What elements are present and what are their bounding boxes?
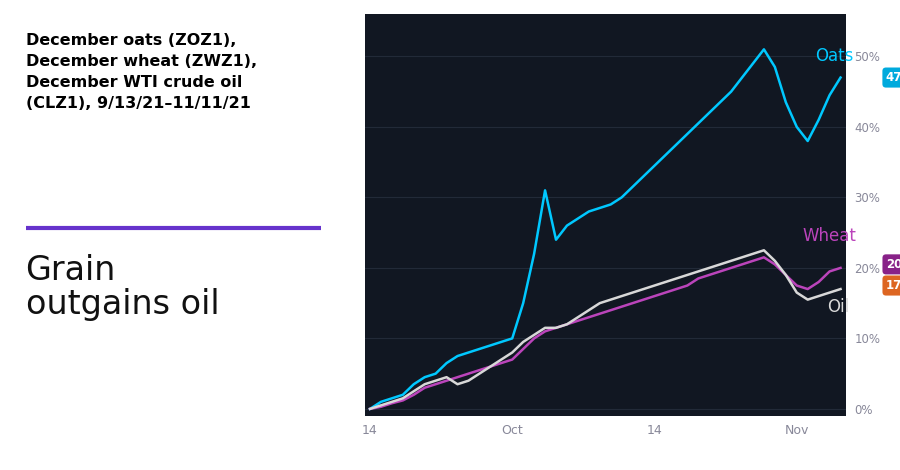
Text: December oats (ZOZ1),
December wheat (ZWZ1),
December WTI crude oil
(CLZ1), 9/13: December oats (ZOZ1), December wheat (ZW… [25,33,256,111]
Text: Oats: Oats [814,47,853,65]
Text: Wheat: Wheat [803,227,857,245]
Text: 17%: 17% [886,279,900,292]
Text: Grain
outgains oil: Grain outgains oil [25,254,219,321]
Text: Oil: Oil [827,298,850,316]
Text: 47%: 47% [886,71,900,84]
Text: 20%: 20% [886,258,900,271]
